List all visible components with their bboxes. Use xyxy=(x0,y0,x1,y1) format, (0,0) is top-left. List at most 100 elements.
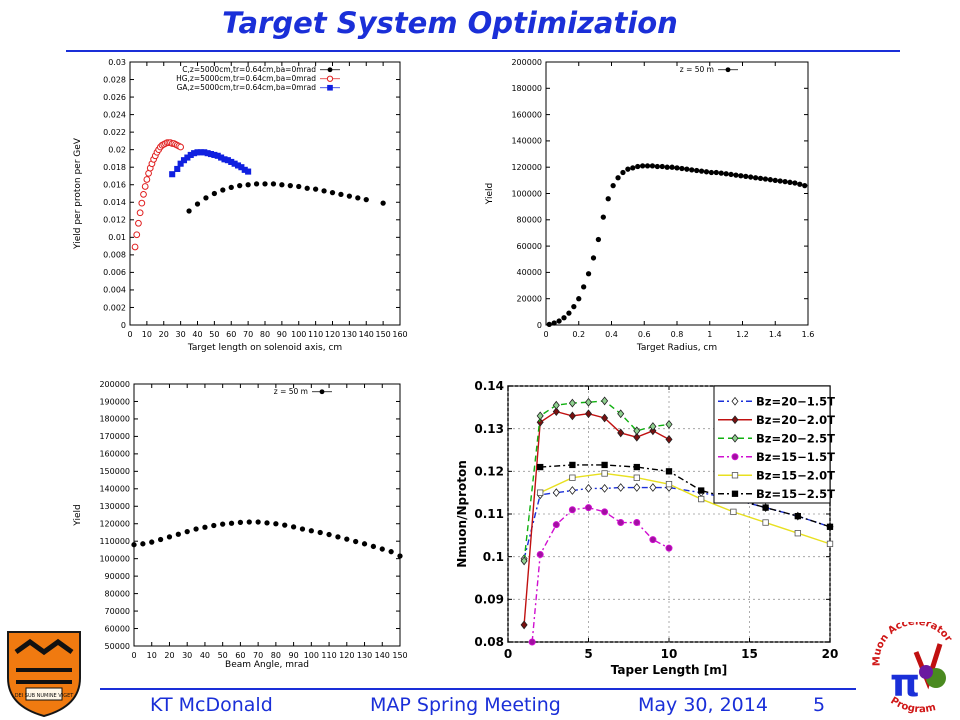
legend-marker xyxy=(327,67,333,73)
data-point xyxy=(141,183,149,190)
data-point xyxy=(723,171,729,177)
data-point xyxy=(625,166,631,172)
data-point xyxy=(175,531,181,537)
data-point xyxy=(245,168,252,175)
y-tick-label: 0.03 xyxy=(108,58,126,67)
data-point xyxy=(131,243,139,251)
data-point xyxy=(757,175,764,182)
data-point xyxy=(568,486,576,495)
data-point xyxy=(140,190,147,198)
data-point xyxy=(211,522,217,529)
data-point xyxy=(546,321,552,327)
series-line xyxy=(523,410,670,625)
legend-marker xyxy=(731,396,739,406)
data-point xyxy=(363,196,369,203)
x-tick-label: 50 xyxy=(209,330,219,339)
y-tick-label: 0.016 xyxy=(103,181,126,190)
y-tick-label: 0 xyxy=(121,321,126,330)
data-point xyxy=(665,468,673,475)
data-point xyxy=(674,165,680,171)
data-point xyxy=(698,495,705,503)
y-tick-label: 0.018 xyxy=(103,163,126,172)
x-tick-label: 60 xyxy=(226,330,236,339)
data-point xyxy=(826,540,834,548)
y-tick-label: 160000 xyxy=(511,110,542,119)
y-axis-label: Yield xyxy=(73,504,83,526)
y-tick-label: 140000 xyxy=(511,137,542,146)
data-point xyxy=(344,536,350,542)
y-tick-label: 100000 xyxy=(511,189,542,198)
data-point xyxy=(273,521,279,527)
legend-box xyxy=(713,385,831,504)
y-tick-label: 60000 xyxy=(517,242,542,251)
data-point xyxy=(605,196,611,202)
data-point xyxy=(133,231,141,239)
x-tick-label: 20 xyxy=(164,651,174,660)
data-point xyxy=(615,175,621,181)
footer-page-number: 5 xyxy=(813,694,826,716)
data-point xyxy=(617,409,625,419)
data-point xyxy=(698,168,705,174)
x-tick-label: 5 xyxy=(584,647,592,661)
legend-marker xyxy=(731,472,739,479)
data-point xyxy=(245,182,251,188)
x-tick-label: 70 xyxy=(253,651,263,660)
x-tick-label: 10 xyxy=(147,651,157,660)
legend: z = 50 m xyxy=(680,65,738,74)
data-point xyxy=(733,172,739,178)
data-point xyxy=(174,165,181,172)
data-point xyxy=(664,164,670,170)
x-tick-label: 100 xyxy=(291,330,306,339)
data-point xyxy=(584,409,593,419)
data-point xyxy=(536,417,544,427)
y-tick-label: 0.006 xyxy=(103,268,126,277)
data-point xyxy=(728,171,734,178)
y-tick-label: 0.1 xyxy=(483,550,504,564)
y-tick-label: 190000 xyxy=(99,397,130,406)
y-tick-label: 120000 xyxy=(511,163,542,172)
x-tick-label: 20 xyxy=(822,647,839,661)
data-point xyxy=(255,519,261,525)
x-tick-label: 130 xyxy=(342,330,357,339)
data-point xyxy=(536,411,544,421)
data-point xyxy=(143,176,151,183)
data-point xyxy=(584,484,593,493)
series-line xyxy=(531,506,670,643)
y-tick-label: 150000 xyxy=(99,467,130,476)
x-tick-label: 30 xyxy=(182,651,192,660)
data-point xyxy=(353,538,359,545)
data-point xyxy=(802,182,808,189)
map-logo-top-text: Muon Accelerator xyxy=(872,622,954,666)
x-tick-label: 70 xyxy=(243,330,253,339)
data-point xyxy=(338,191,344,198)
data-point xyxy=(379,546,385,552)
legend-label: z = 50 m xyxy=(680,65,714,74)
data-point xyxy=(585,271,592,277)
y-tick-label: 20000 xyxy=(517,295,542,304)
x-tick-label: 0.6 xyxy=(638,330,651,339)
data-point xyxy=(689,167,695,173)
data-point xyxy=(561,315,567,321)
series-2 xyxy=(520,407,673,630)
data-point xyxy=(630,165,636,171)
x-tick-label: 80 xyxy=(260,330,270,339)
data-point xyxy=(601,484,609,493)
x-tick-label: 0 xyxy=(504,647,512,661)
data-point xyxy=(287,182,293,189)
data-point xyxy=(649,483,657,492)
title-divider xyxy=(66,50,900,52)
y-tick-label: 0.09 xyxy=(474,593,504,607)
x-tick-label: 60 xyxy=(235,651,245,660)
data-point xyxy=(552,521,560,529)
data-point xyxy=(304,185,310,191)
data-point xyxy=(633,519,641,527)
y-tick-label: 0.014 xyxy=(103,198,126,207)
x-tick-label: 90 xyxy=(277,330,287,339)
x-tick-label: 0.8 xyxy=(671,330,684,339)
y-tick-label: 110000 xyxy=(99,537,130,546)
x-axis-label: Beam Angle, mrad xyxy=(225,660,309,670)
data-point xyxy=(237,519,244,525)
x-tick-label: 0 xyxy=(127,330,132,339)
x-tick-label: 50 xyxy=(218,651,228,660)
x-tick-label: 140 xyxy=(359,330,374,339)
